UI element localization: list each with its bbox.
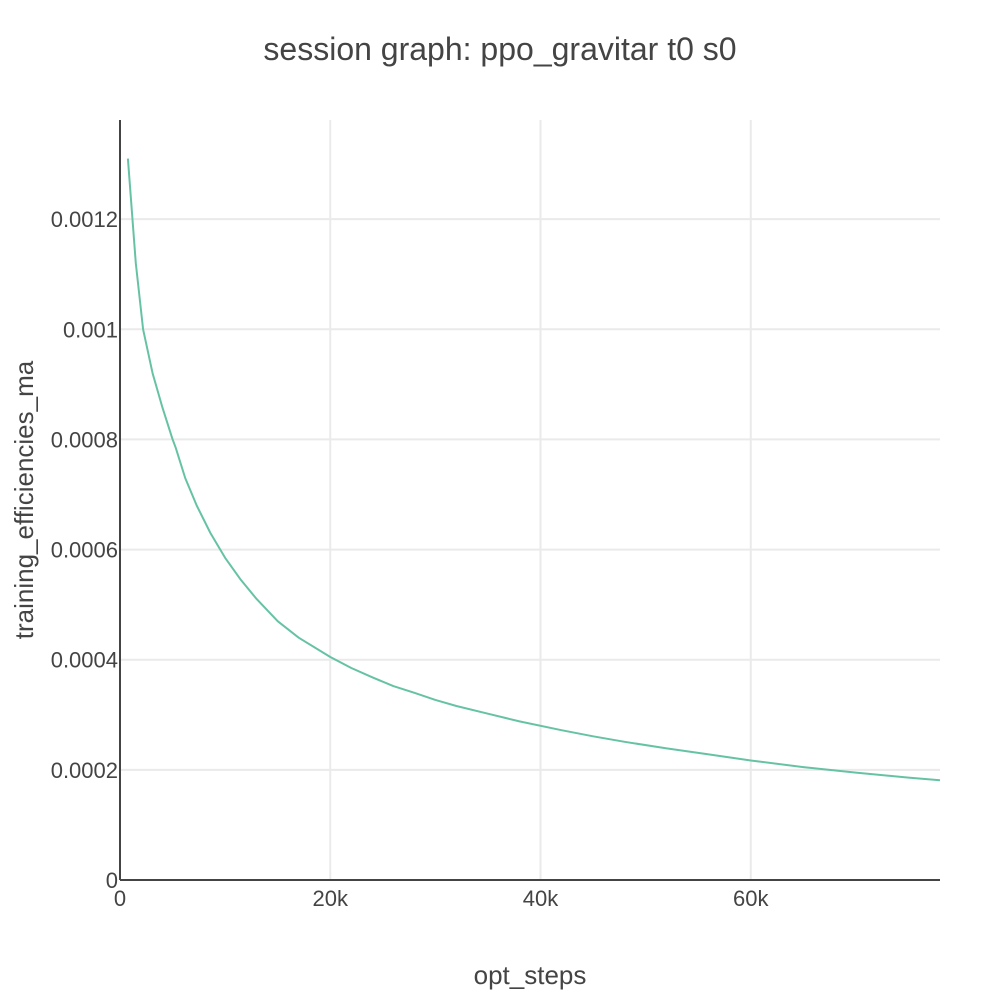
y-tick-label: 0.0012 — [51, 207, 118, 232]
y-tick-label: 0.0006 — [51, 538, 118, 563]
chart-title: session graph: ppo_gravitar t0 s0 — [263, 31, 736, 67]
y-tick-label: 0.0004 — [51, 648, 118, 673]
x-axis-title: opt_steps — [474, 960, 587, 990]
y-tick-label: 0 — [106, 868, 118, 893]
grid — [120, 120, 940, 880]
y-tick-label: 0.0002 — [51, 758, 118, 783]
y-tick-label: 0.001 — [63, 317, 118, 342]
series-line — [126, 158, 941, 782]
tick-labels: 0 20k 40k 60k 0 0.0002 0.0004 0.0006 0.0008 0.001… — [51, 207, 770, 911]
x-tick-label: 60k — [733, 886, 769, 911]
x-tick-label: 20k — [313, 886, 349, 911]
x-tick-label: 0 — [114, 886, 126, 911]
y-tick-label: 0.0008 — [51, 427, 118, 452]
axes — [119, 120, 940, 881]
x-tick-label: 40k — [523, 886, 559, 911]
series-layer — [126, 158, 941, 782]
y-axis-title: training_efficiencies_ma — [9, 360, 39, 639]
